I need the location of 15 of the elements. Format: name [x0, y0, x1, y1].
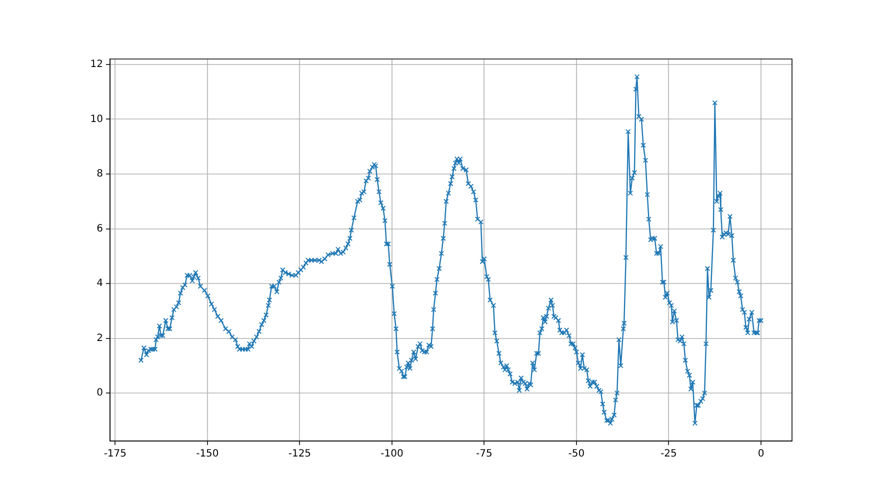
y-tick-label: 6: [96, 223, 103, 234]
y-tick-label: 12: [90, 59, 103, 70]
x-tick-label: -150: [196, 448, 219, 460]
y-tick-label: 8: [96, 168, 103, 180]
x-tick-label: -125: [288, 448, 312, 460]
x-tick-label: 0: [758, 448, 764, 460]
x-tick-label: -100: [380, 448, 404, 460]
x-tick-label: -75: [476, 448, 492, 460]
y-tick-label: 10: [90, 114, 103, 125]
y-tick-label: 2: [96, 332, 103, 344]
x-tick-label: -175: [104, 448, 127, 460]
x-tick-label: -25: [660, 448, 677, 460]
y-tick-label: 4: [96, 278, 103, 290]
y-tick-label: 0: [96, 388, 103, 399]
x-tick-label: -50: [568, 448, 585, 460]
